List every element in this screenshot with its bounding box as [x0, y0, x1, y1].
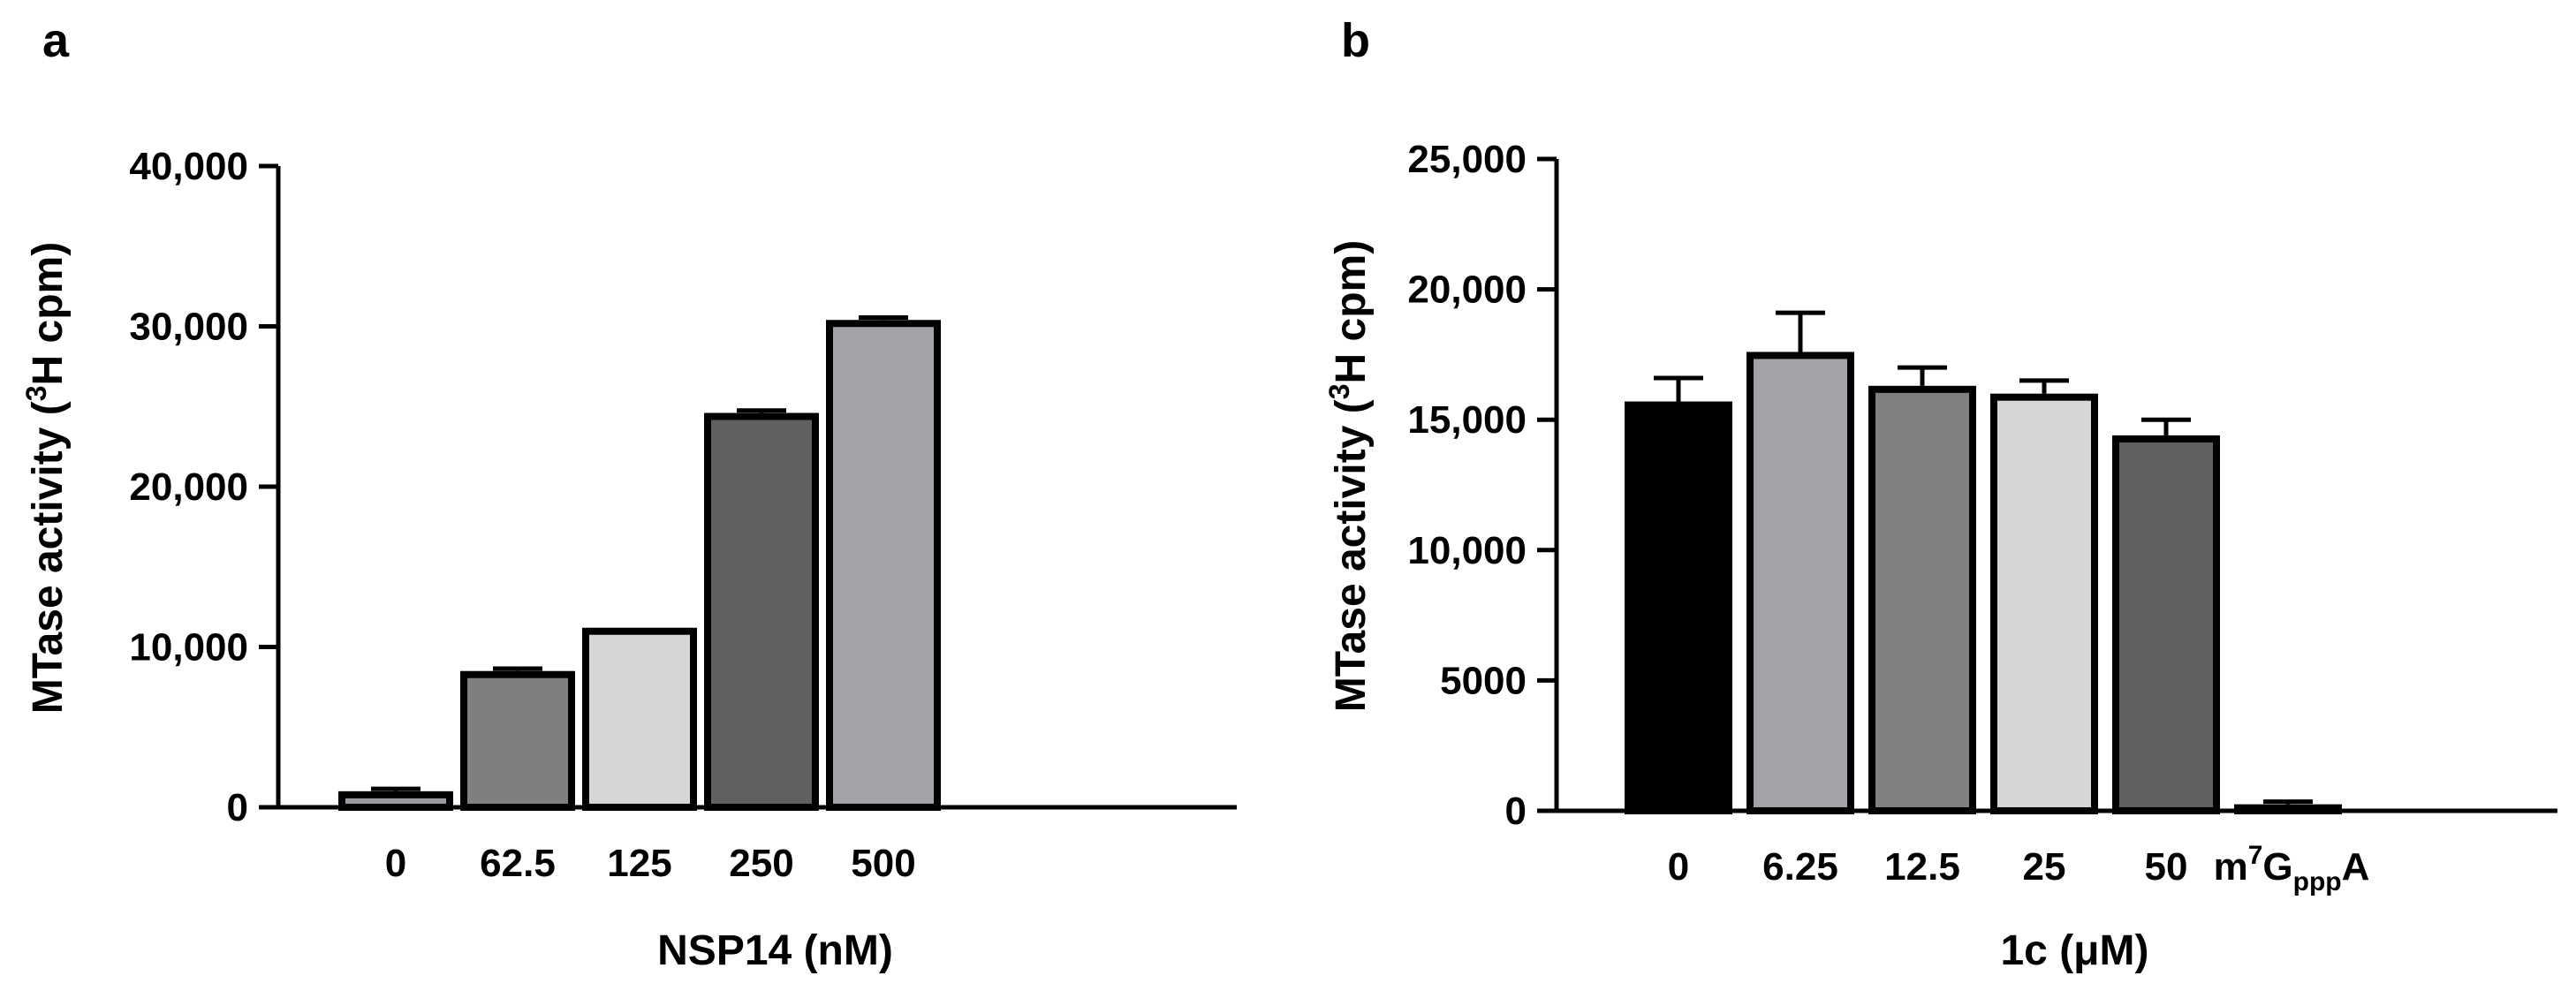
chart-a-x-axis-title: NSP14 (nM)	[657, 927, 893, 974]
bar-250	[704, 412, 819, 811]
bar-50	[2112, 435, 2220, 814]
x-tick-label: 0	[385, 842, 406, 885]
bar-6-25	[1746, 352, 1854, 814]
chart-a-y-title-sup: 3	[20, 385, 52, 401]
y-tick-label: 0	[227, 786, 248, 829]
x-tick-label: 250	[729, 842, 793, 885]
y-tick-label: 15,000	[1407, 398, 1527, 442]
y-tick-label: 0	[1505, 790, 1527, 833]
chart-a-bars	[338, 315, 941, 811]
bar-25	[1990, 393, 2098, 814]
chart-b-y-title-tail: H cpm)	[1328, 240, 1375, 384]
x-tick-label: 6.25	[1762, 845, 1838, 889]
chart-a-x-ticks: 0 62.5 125 250 500	[385, 842, 916, 885]
chart-b-y-ticks: 0 5000 10,000 15,000 20,000 25,000	[1407, 138, 1557, 833]
chart-a-y-axis-title: MTase activity (3H cpm)	[20, 242, 72, 714]
x-tick-label: 12.5	[1884, 845, 1960, 889]
x-tick-label: 62.5	[480, 842, 556, 885]
chart-b: 0 5000 10,000 15,000 20,000 25,000 0 6.25 12.5 2…	[1323, 138, 2557, 974]
chart-b-y-title-sup: 3	[1323, 383, 1355, 399]
x-tick-label: 50	[2145, 845, 2188, 889]
chart-a-y-ticks: 0 10,000 20,000 30,000 40,000	[129, 145, 278, 829]
chart-b-y-axis-title: MTase activity (3H cpm)	[1323, 240, 1375, 712]
y-tick-label: 10,000	[129, 626, 248, 669]
chart-b-y-title-main: MTase activity (	[1328, 399, 1375, 712]
x-tick-label: 500	[851, 842, 915, 885]
x-tick-label: 25	[2023, 845, 2066, 889]
bar-0	[1625, 401, 1732, 814]
bar-500	[826, 320, 941, 811]
x-tick-label: 0	[1668, 845, 1689, 889]
y-tick-label: 40,000	[129, 145, 248, 188]
y-tick-label: 20,000	[129, 465, 248, 509]
y-tick-label: 5000	[1440, 659, 1527, 702]
y-tick-label: 20,000	[1407, 269, 1527, 312]
y-tick-label: 30,000	[129, 306, 248, 349]
bar-125	[582, 627, 697, 811]
panel-b-label: b	[1341, 14, 1370, 67]
chart-a-y-title-tail: H cpm)	[25, 242, 72, 386]
y-tick-label: 10,000	[1407, 529, 1527, 572]
chart-b-x-ticks: 0 6.25 12.5 25 50 m7GpppA	[1668, 841, 2370, 896]
x-tick-label: m7GpppA	[2214, 841, 2370, 896]
panel-a-label: a	[42, 14, 70, 67]
x-tick-label: 125	[607, 842, 671, 885]
y-tick-label: 25,000	[1407, 138, 1527, 181]
chart-b-x-axis-title: 1c (μM)	[2000, 927, 2148, 974]
bar-12-5	[1868, 385, 1976, 814]
chart-b-bars	[1625, 310, 2342, 814]
bar-62-5	[460, 670, 575, 811]
chart-a: 0 10,000 20,000 30,000 40,000 0 62.5 125 250 500…	[20, 145, 1237, 974]
chart-a-y-title-main: MTase activity (	[25, 401, 72, 714]
